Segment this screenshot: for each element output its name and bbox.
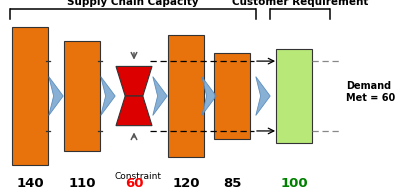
Bar: [64, 41, 100, 151]
Text: Demand
Met = 60: Demand Met = 60: [346, 81, 395, 103]
Polygon shape: [153, 77, 167, 115]
Polygon shape: [101, 77, 115, 115]
Text: 120: 120: [172, 177, 200, 190]
Bar: [12, 27, 48, 165]
Text: Constraint: Constraint: [114, 172, 162, 181]
Polygon shape: [116, 66, 152, 96]
Polygon shape: [49, 77, 63, 115]
Text: 140: 140: [16, 177, 44, 190]
Text: 60: 60: [125, 177, 143, 190]
Bar: [168, 36, 204, 157]
Polygon shape: [116, 96, 152, 126]
Text: 110: 110: [68, 177, 96, 190]
Text: Customer Requirement: Customer Requirement: [232, 0, 368, 7]
Bar: [214, 53, 250, 139]
Polygon shape: [256, 77, 270, 115]
Text: 100: 100: [280, 177, 308, 190]
Bar: [276, 49, 312, 143]
Text: Supply Chain Capacity: Supply Chain Capacity: [67, 0, 199, 7]
Polygon shape: [202, 77, 216, 115]
Text: 85: 85: [223, 177, 241, 190]
